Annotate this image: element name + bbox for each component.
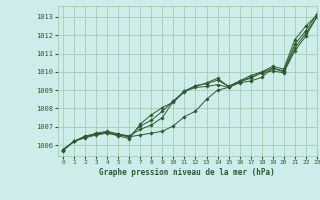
X-axis label: Graphe pression niveau de la mer (hPa): Graphe pression niveau de la mer (hPa) xyxy=(99,168,275,177)
